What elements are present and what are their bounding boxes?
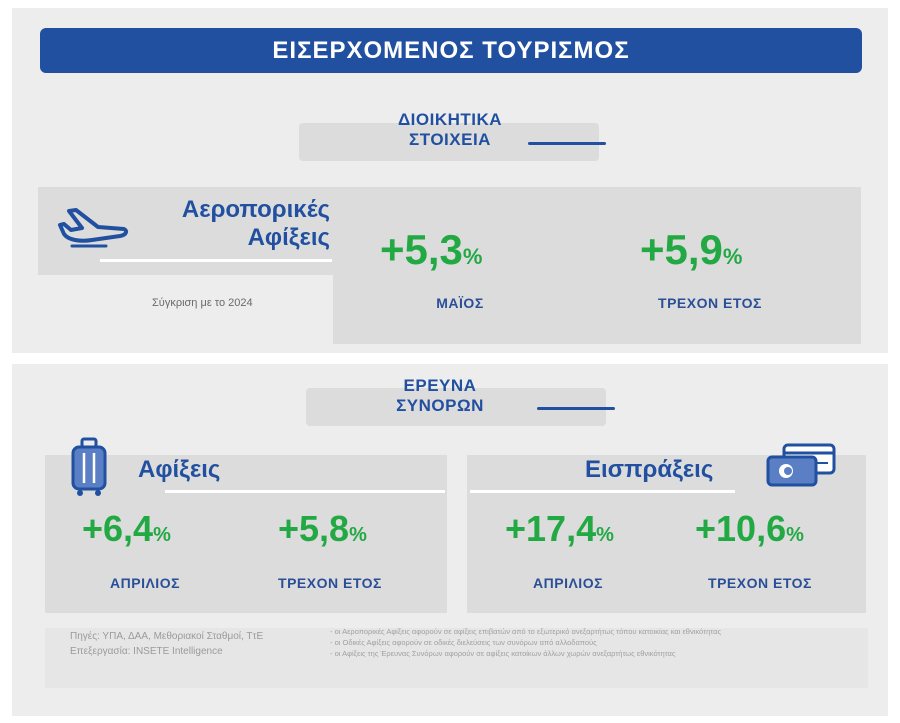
air-arrivals-may-value: +5,3%	[380, 226, 482, 281]
footnote-1: - οι Αεροπορικές Αφίξεις αφορούν σε αφίξ…	[330, 627, 722, 636]
arrivals-card	[45, 455, 447, 613]
arrivals-ytd-number: +5,8	[278, 508, 350, 549]
receipts-ytd-value: +10,6%	[695, 508, 804, 556]
air-arrivals-ytd-unit: %	[722, 244, 743, 269]
arrivals-april-value: +6,4%	[82, 508, 171, 556]
receipts-divider	[470, 490, 735, 493]
air-arrivals-ytd-value: +5,9%	[640, 226, 742, 281]
arrivals-ytd-period: ΤΡΕΧΟΝ ΕΤΟΣ	[278, 575, 382, 591]
page-title-text: ΕΙΣΕΡΧΟΜΕΝΟΣ ΤΟΥΡΙΣΜΟΣ	[272, 36, 630, 64]
receipts-ytd-unit: %	[786, 524, 804, 546]
arrivals-april-number: +6,4	[82, 508, 154, 549]
air-arrivals-title-line2: Αφίξεις	[247, 224, 330, 251]
luggage-icon	[71, 437, 107, 496]
survey-section-underline	[537, 407, 615, 410]
admin-section-label: ΔΙΟΙΚΗΤΙΚΑ ΣΤΟΙΧΕΙΑ	[330, 110, 570, 150]
receipts-ytd-period: ΤΡΕΧΟΝ ΕΤΟΣ	[708, 575, 812, 591]
survey-section-label: ΕΡΕΥΝΑ ΣΥΝΟΡΩΝ	[320, 376, 560, 416]
receipts-april-value: +17,4%	[505, 508, 614, 556]
airplane-icon	[58, 208, 129, 248]
arrivals-title: Αφίξεις	[138, 456, 221, 483]
survey-section-label-line2: ΣΥΝΟΡΩΝ	[396, 396, 484, 415]
air-arrivals-stats-card	[333, 187, 861, 344]
sources-text: Πηγές: ΥΠΑ, ΔΑΑ, Μεθοριακοί Σταθμοί, ΤτΕ	[70, 631, 264, 642]
admin-section-label-line2: ΣΤΟΙΧΕΙΑ	[409, 130, 491, 149]
admin-section-label-line1: ΔΙΟΙΚΗΤΙΚΑ	[397, 110, 503, 129]
air-arrivals-ytd-period: ΤΡΕΧΟΝ ΕΤΟΣ	[658, 295, 762, 311]
air-arrivals-title: Αεροπορικές Αφίξεις	[150, 196, 330, 252]
air-arrivals-may-number: +5,3	[380, 226, 463, 273]
arrivals-april-unit: %	[153, 524, 171, 546]
arrivals-ytd-unit: %	[349, 524, 367, 546]
arrivals-april-period: ΑΠΡΙΛΙΟΣ	[110, 575, 180, 591]
receipts-april-period: ΑΠΡΙΛΙΟΣ	[533, 575, 603, 591]
comparison-note: Σύγκριση με το 2024	[152, 297, 253, 309]
arrivals-divider	[165, 490, 445, 493]
payment-card-icon	[766, 443, 836, 487]
arrivals-ytd-value: +5,8%	[278, 508, 367, 556]
air-arrivals-may-period: ΜΑΪΟΣ	[436, 295, 484, 311]
receipts-april-number: +17,4	[505, 508, 597, 549]
receipts-title: Εισπράξεις	[585, 456, 714, 483]
admin-section-underline	[528, 142, 606, 145]
receipts-april-unit: %	[596, 524, 614, 546]
air-arrivals-divider	[100, 259, 332, 262]
page-title: ΕΙΣΕΡΧΟΜΕΝΟΣ ΤΟΥΡΙΣΜΟΣ	[40, 28, 862, 73]
footnote-3: - οι Αφίξεις της Έρευνας Συνόρων αφορούν…	[330, 649, 676, 658]
survey-section-label-line1: ΕΡΕΥΝΑ	[403, 376, 477, 395]
footnote-2: - οι Οδικές Αφίξεις αφορούν σε οδικές δι…	[330, 638, 597, 647]
processing-text: Επεξεργασία: INSETE Intelligence	[70, 646, 223, 657]
air-arrivals-ytd-number: +5,9	[640, 226, 723, 273]
footer-notes-box	[45, 628, 868, 688]
receipts-ytd-number: +10,6	[695, 508, 787, 549]
air-arrivals-may-unit: %	[462, 244, 483, 269]
air-arrivals-title-line1: Αεροπορικές	[181, 196, 330, 223]
